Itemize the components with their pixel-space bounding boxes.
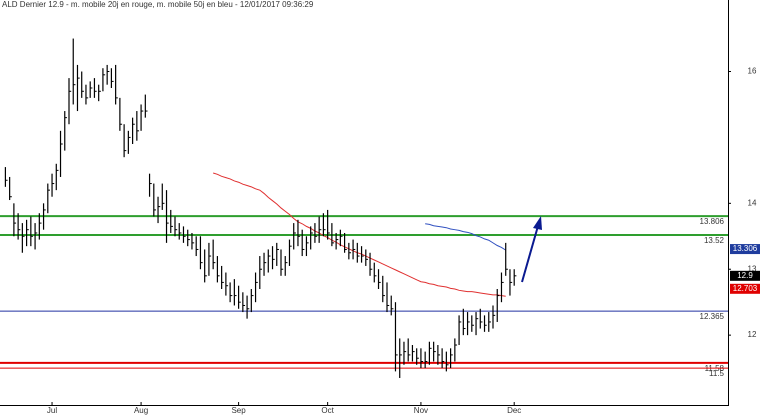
averages bbox=[213, 172, 506, 297]
x-tick-label: Aug bbox=[134, 406, 148, 415]
forecast-arrow bbox=[521, 216, 542, 283]
moving-average bbox=[425, 223, 506, 251]
arrow-head bbox=[533, 216, 542, 230]
axis: 16 14 13 12 Jul Aug Sep Oct Nov Dec 13.306 12.9 12.7… bbox=[47, 67, 760, 415]
x-tick-label: Sep bbox=[231, 406, 246, 415]
level-label: 13.806 bbox=[700, 217, 725, 226]
x-tick-label: Dec bbox=[507, 406, 521, 415]
moving-average bbox=[213, 172, 506, 297]
price-tag-label: 13.306 bbox=[733, 244, 758, 253]
x-tick-label: Jul bbox=[47, 406, 57, 415]
price-tag-label: 12.9 bbox=[737, 271, 753, 280]
price-tag bbox=[730, 270, 760, 281]
level-label: 11.5 bbox=[709, 369, 725, 378]
price-tag bbox=[730, 283, 760, 294]
price-tag-label: 12.703 bbox=[733, 284, 758, 293]
x-tick-label: Oct bbox=[321, 406, 334, 415]
price-tag bbox=[730, 244, 760, 255]
y-tick-label: 12 bbox=[748, 330, 757, 339]
y-tick-label: 13 bbox=[748, 264, 757, 273]
bars bbox=[4, 38, 517, 378]
y-tick-label: 14 bbox=[748, 198, 757, 207]
level-label: 13.52 bbox=[704, 236, 725, 245]
arrow-shaft bbox=[521, 225, 539, 283]
level-label: 12.365 bbox=[700, 312, 725, 321]
x-tick-label: Nov bbox=[414, 406, 428, 415]
y-tick-label: 16 bbox=[748, 67, 757, 76]
chart-title: ALD Dernier 12.9 - m. mobile 20j en roug… bbox=[2, 0, 314, 9]
